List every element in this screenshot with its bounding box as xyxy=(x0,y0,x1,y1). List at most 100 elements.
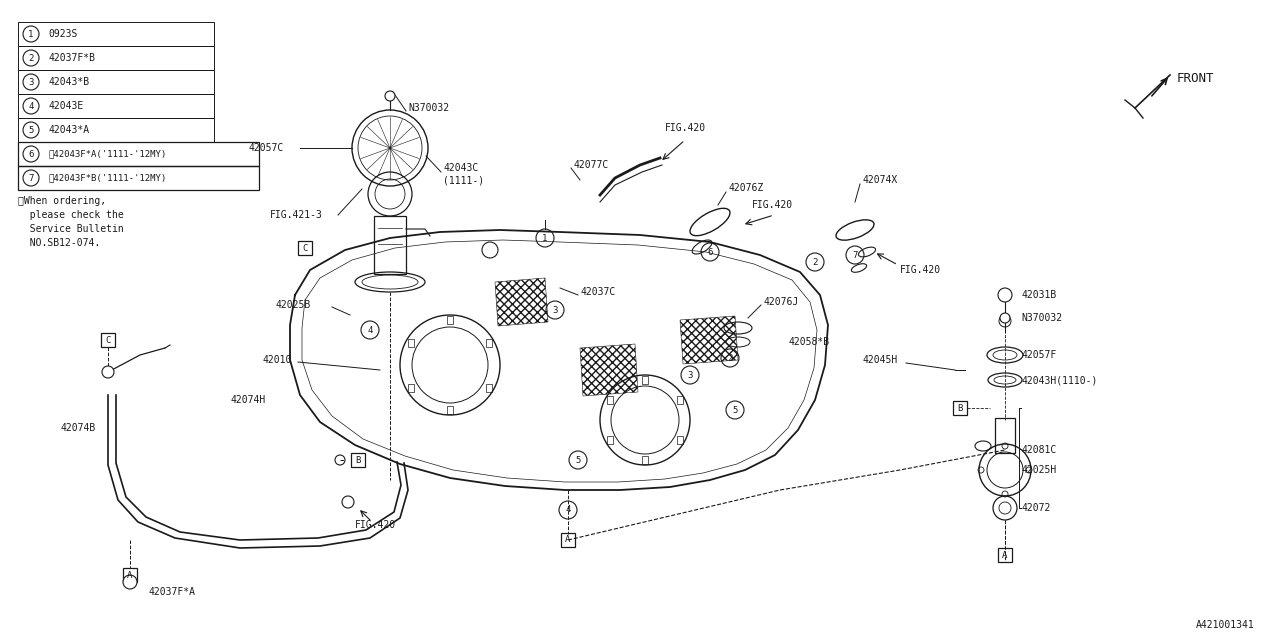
Text: 42074B: 42074B xyxy=(60,423,95,433)
Text: 42076J: 42076J xyxy=(763,297,799,307)
Text: 42057F: 42057F xyxy=(1021,350,1056,360)
Circle shape xyxy=(123,575,137,589)
Bar xyxy=(351,453,365,467)
Bar xyxy=(607,436,613,444)
Bar xyxy=(123,568,137,582)
Circle shape xyxy=(998,288,1012,302)
Bar xyxy=(677,396,682,404)
Text: 42037F*B: 42037F*B xyxy=(49,53,95,63)
Text: 3: 3 xyxy=(552,305,558,314)
Bar xyxy=(447,316,453,324)
Bar xyxy=(18,70,214,94)
Text: 4: 4 xyxy=(367,326,372,335)
Text: 7: 7 xyxy=(28,173,33,182)
Text: 42043C: 42043C xyxy=(443,163,479,173)
Text: 42043*B: 42043*B xyxy=(49,77,90,87)
Text: N370032: N370032 xyxy=(1021,313,1062,323)
Text: 42076Z: 42076Z xyxy=(728,183,763,193)
Text: 42037C: 42037C xyxy=(580,287,616,297)
Text: 6: 6 xyxy=(28,150,33,159)
Circle shape xyxy=(342,496,355,508)
Bar xyxy=(101,333,115,347)
Text: 42043H(1110-): 42043H(1110-) xyxy=(1021,375,1097,385)
Bar xyxy=(643,456,648,464)
Polygon shape xyxy=(680,316,739,364)
Bar xyxy=(408,339,413,346)
Text: C: C xyxy=(302,243,307,253)
Text: 42058*B: 42058*B xyxy=(788,337,829,347)
Text: 7: 7 xyxy=(852,250,858,259)
Text: Service Bulletin: Service Bulletin xyxy=(18,224,124,234)
Text: 42057C: 42057C xyxy=(248,143,283,153)
Text: 42025B: 42025B xyxy=(275,300,310,310)
Text: 42037F*A: 42037F*A xyxy=(148,587,195,597)
Text: ※When ordering,: ※When ordering, xyxy=(18,196,106,206)
Bar xyxy=(18,22,214,46)
Text: 42072: 42072 xyxy=(1021,503,1051,513)
Text: 1: 1 xyxy=(28,29,33,38)
Text: 2: 2 xyxy=(28,54,33,63)
Text: C: C xyxy=(105,335,110,344)
Text: ※42043F*B('1111-'12MY): ※42043F*B('1111-'12MY) xyxy=(49,173,166,182)
Bar xyxy=(677,436,682,444)
Text: A: A xyxy=(127,570,133,579)
Text: 42025H: 42025H xyxy=(1021,465,1056,475)
Text: 42077C: 42077C xyxy=(573,160,608,170)
Bar xyxy=(18,142,259,166)
Text: ※42043F*A('1111-'12MY): ※42043F*A('1111-'12MY) xyxy=(49,150,166,159)
Bar xyxy=(486,339,492,346)
Circle shape xyxy=(385,91,396,101)
Bar xyxy=(18,94,214,118)
Text: 2: 2 xyxy=(813,257,818,266)
Text: 4: 4 xyxy=(28,102,33,111)
Text: 1: 1 xyxy=(543,234,548,243)
Bar xyxy=(298,241,312,255)
Bar xyxy=(607,396,613,404)
Text: (1111-): (1111-) xyxy=(443,175,484,185)
Bar xyxy=(408,383,413,392)
Bar xyxy=(18,166,259,190)
Text: A421001341: A421001341 xyxy=(1197,620,1254,630)
Bar xyxy=(374,216,406,274)
Text: 5: 5 xyxy=(575,456,581,465)
Circle shape xyxy=(483,242,498,258)
Circle shape xyxy=(1000,313,1010,323)
Text: FIG.421-3: FIG.421-3 xyxy=(270,210,323,220)
Circle shape xyxy=(102,366,114,378)
Text: 6: 6 xyxy=(708,248,713,257)
Text: NO.SB12-074.: NO.SB12-074. xyxy=(18,238,100,248)
Text: 42081C: 42081C xyxy=(1021,445,1056,455)
Text: 0923S: 0923S xyxy=(49,29,77,39)
Polygon shape xyxy=(580,344,637,396)
Text: FRONT: FRONT xyxy=(1178,72,1215,85)
Bar xyxy=(995,418,1015,453)
Text: FIG.420: FIG.420 xyxy=(666,123,707,133)
Text: FIG.420: FIG.420 xyxy=(753,200,794,210)
Text: 2: 2 xyxy=(727,353,732,362)
Text: N370032: N370032 xyxy=(408,103,449,113)
Text: 4: 4 xyxy=(566,506,571,515)
Bar xyxy=(561,533,575,547)
Polygon shape xyxy=(495,278,548,326)
Text: 42043*A: 42043*A xyxy=(49,125,90,135)
Text: 42074X: 42074X xyxy=(861,175,897,185)
Text: A: A xyxy=(1002,550,1007,559)
Bar xyxy=(643,376,648,384)
Bar xyxy=(18,46,214,70)
Text: please check the: please check the xyxy=(18,210,124,220)
Text: A: A xyxy=(566,536,571,545)
Bar xyxy=(954,401,966,415)
Text: 42074H: 42074H xyxy=(230,395,265,405)
Text: 42031B: 42031B xyxy=(1021,290,1056,300)
Text: FIG.420: FIG.420 xyxy=(900,265,941,275)
Text: B: B xyxy=(356,456,361,465)
Text: 5: 5 xyxy=(732,406,737,415)
Text: 42043E: 42043E xyxy=(49,101,83,111)
Text: FIG.420: FIG.420 xyxy=(355,520,396,530)
Text: B: B xyxy=(957,403,963,413)
Text: 3: 3 xyxy=(687,371,692,380)
Bar xyxy=(998,548,1012,562)
Bar xyxy=(18,118,214,142)
Bar xyxy=(486,383,492,392)
Text: 42045H: 42045H xyxy=(861,355,897,365)
